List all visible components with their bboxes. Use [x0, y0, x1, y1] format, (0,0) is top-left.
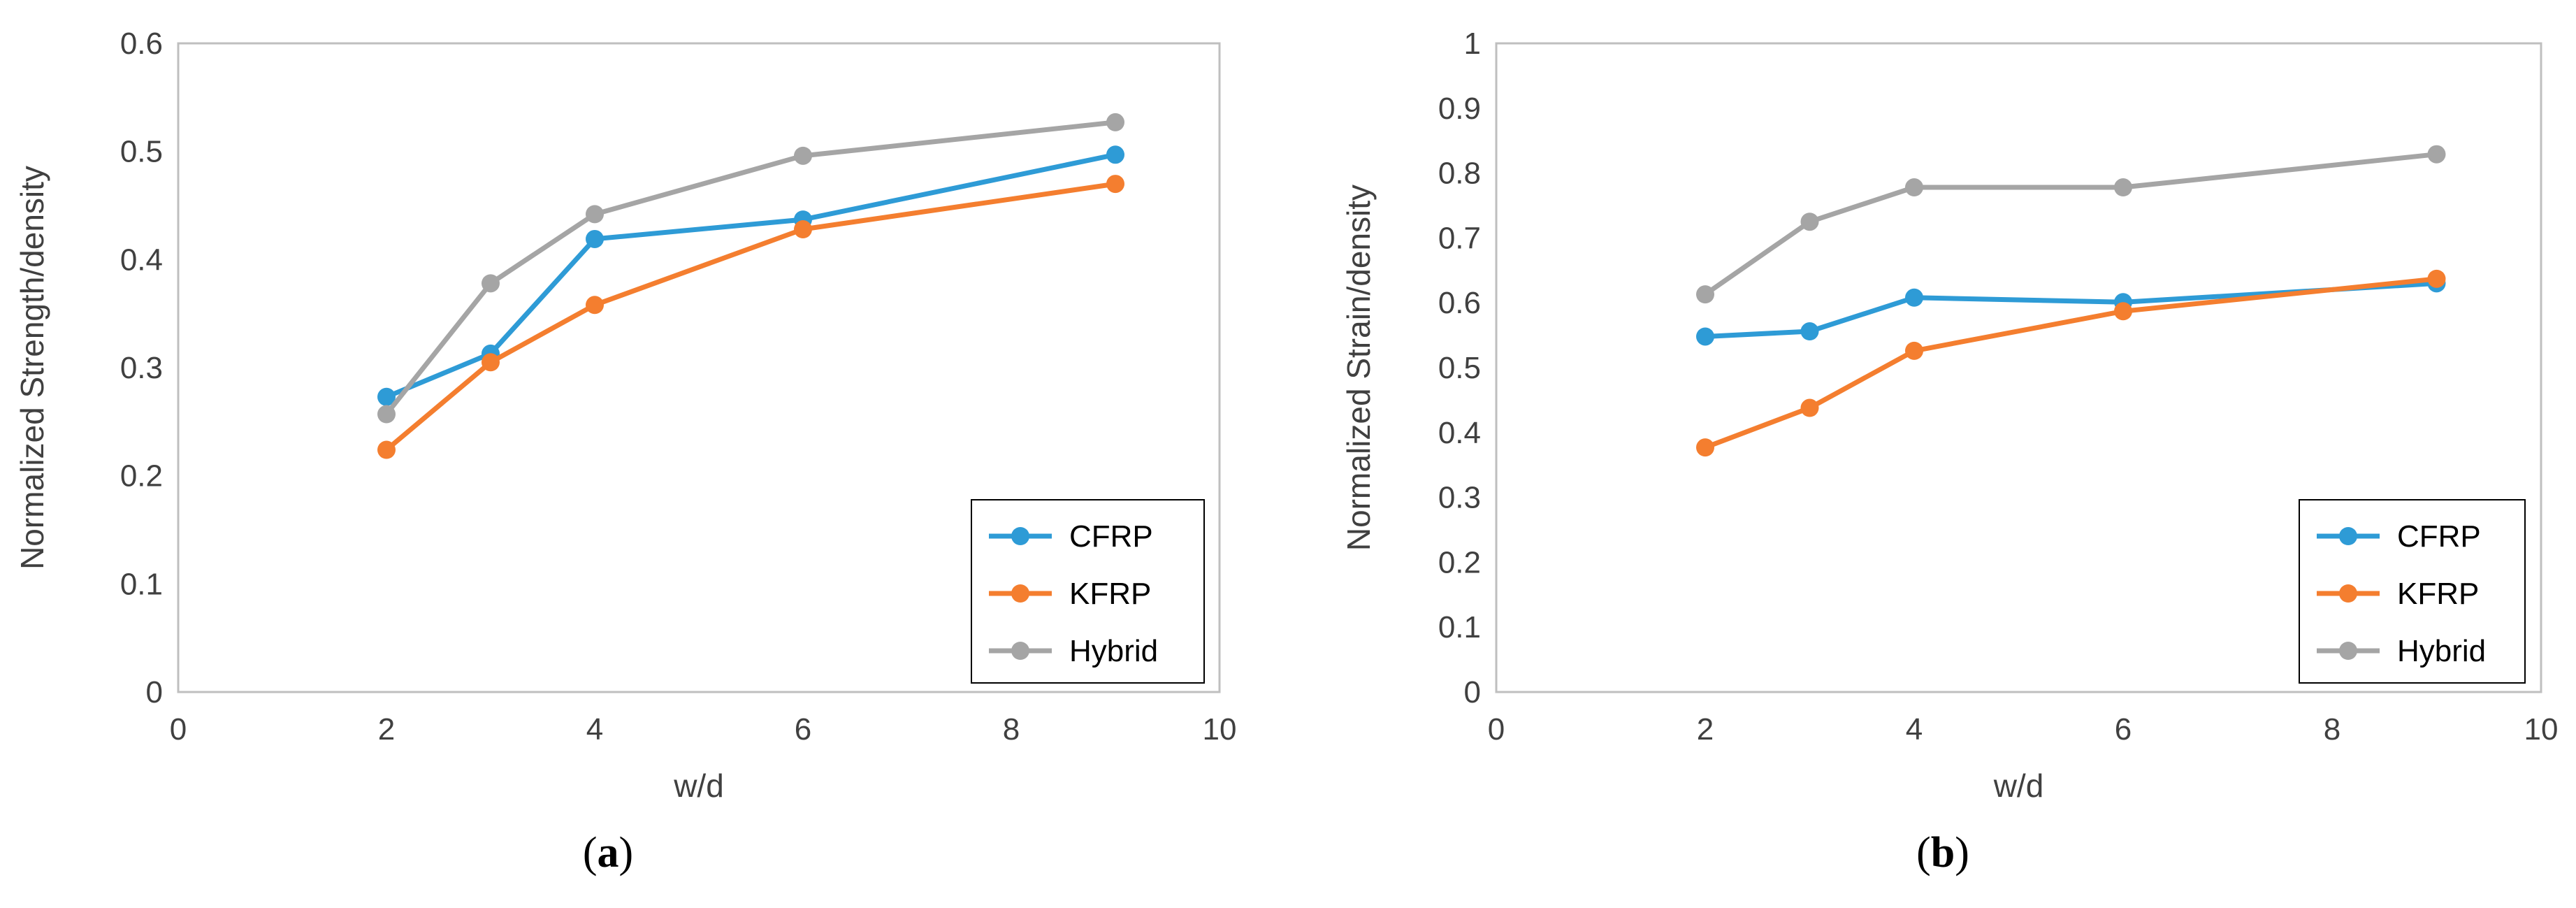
data-point-kfrp	[2114, 302, 2132, 321]
panel-b: 00.10.20.30.40.50.60.70.80.910 2 4 6 8 10w/dN…	[1340, 27, 2558, 877]
x-tick-label: 2	[378, 712, 395, 747]
data-point-hybrid	[586, 205, 604, 224]
data-point-cfrp	[586, 229, 604, 248]
data-point-hybrid	[1905, 178, 1923, 197]
data-point-hybrid	[1696, 285, 1714, 304]
x-tick-label: 0	[170, 712, 187, 747]
y-tick-label: 0.6	[120, 27, 163, 61]
panel-a: 0 0.1 0.2 0.3 0.4 0.5 0.6 0 2 4 6 8 10 w/d Normalized …	[14, 27, 1236, 877]
x-tick-label: 10	[1203, 712, 1237, 747]
data-point-hybrid	[482, 274, 500, 293]
legend-label-kfrp: KFRP	[1069, 577, 1151, 611]
x-axis-title: w/d	[673, 768, 724, 804]
panel-caption: (b)	[1916, 829, 1969, 877]
legend-label-cfrp: CFRP	[1069, 519, 1153, 554]
data-point-cfrp	[1106, 145, 1124, 164]
y-tick-label: 0.4	[120, 243, 163, 277]
y-tick-label: 0	[1464, 675, 1481, 709]
y-tick-label: 0	[146, 675, 163, 709]
x-tick-label: 6	[795, 712, 811, 747]
x-tick-label: 8	[2324, 712, 2340, 747]
x-axis-title: w/d	[1993, 768, 2044, 804]
y-tick-label: 1	[1464, 27, 1481, 61]
data-point-hybrid	[2114, 178, 2132, 197]
x-tick-label: 10	[2524, 712, 2559, 747]
legend-marker-cfrp	[1011, 527, 1029, 545]
y-tick-label: 0.2	[120, 459, 163, 493]
data-point-kfrp	[1696, 438, 1714, 457]
data-point-kfrp	[586, 296, 604, 315]
y-tick-label: 0.6	[1438, 286, 1481, 320]
series-line-kfrp	[1704, 276, 2437, 450]
plot-area	[177, 42, 1221, 693]
x-tick-label: 6	[2115, 712, 2132, 747]
x-tick-label: 2	[1697, 712, 1714, 747]
data-point-kfrp	[794, 220, 812, 239]
data-point-hybrid	[1106, 113, 1124, 131]
x-tick-label: 0	[1488, 712, 1505, 747]
data-point-cfrp	[1696, 327, 1714, 346]
data-point-cfrp	[1905, 288, 1923, 307]
legend-marker-cfrp	[2339, 527, 2357, 545]
legend-label-hybrid: Hybrid	[1069, 634, 1158, 668]
data-point-kfrp	[377, 440, 396, 459]
legend-marker-kfrp	[1011, 584, 1029, 603]
y-tick-label: 0.4	[1438, 416, 1481, 450]
data-point-hybrid	[1800, 212, 1819, 231]
y-tick-label: 0.9	[1438, 92, 1481, 126]
data-point-kfrp	[2427, 269, 2446, 288]
y-tick-label: 0.3	[120, 351, 163, 385]
y-tick-label: 0.1	[1438, 610, 1481, 644]
data-point-cfrp	[1800, 322, 1819, 341]
legend-label-hybrid: Hybrid	[2397, 634, 2486, 668]
data-point-kfrp	[1800, 398, 1819, 417]
y-tick-label: 0.7	[1438, 221, 1481, 255]
y-tick-label: 0.8	[1438, 157, 1481, 191]
data-point-kfrp	[1106, 175, 1124, 194]
x-tick-label: 8	[1003, 712, 1020, 747]
data-point-hybrid	[794, 146, 812, 165]
x-tick-label: 4	[586, 712, 603, 747]
legend-label-kfrp: KFRP	[2397, 577, 2479, 611]
y-tick-label: 0.5	[120, 135, 163, 169]
legend-label-cfrp: CFRP	[2397, 519, 2481, 554]
data-point-kfrp	[1905, 341, 1923, 360]
panel-caption: (a)	[583, 829, 633, 877]
y-axis-title: Normalized Strength/density	[14, 166, 50, 570]
legend-marker-kfrp	[2339, 584, 2357, 603]
plot-area	[1495, 42, 2542, 693]
y-tick-label: 0.2	[1438, 545, 1481, 579]
y-tick-label: 0.1	[120, 567, 163, 601]
data-point-cfrp	[377, 387, 396, 406]
series-line-hybrid	[384, 120, 1116, 416]
data-point-kfrp	[482, 353, 500, 372]
data-point-hybrid	[2427, 145, 2446, 164]
legend-marker-hybrid	[2339, 642, 2357, 660]
data-point-hybrid	[377, 405, 396, 424]
y-axis-title: Normalized Strain/density	[1340, 185, 1377, 551]
x-tick-label: 4	[1906, 712, 1923, 747]
legend-marker-hybrid	[1011, 642, 1029, 660]
y-tick-label: 0.3	[1438, 481, 1481, 515]
y-tick-label: 0.5	[1438, 351, 1481, 385]
